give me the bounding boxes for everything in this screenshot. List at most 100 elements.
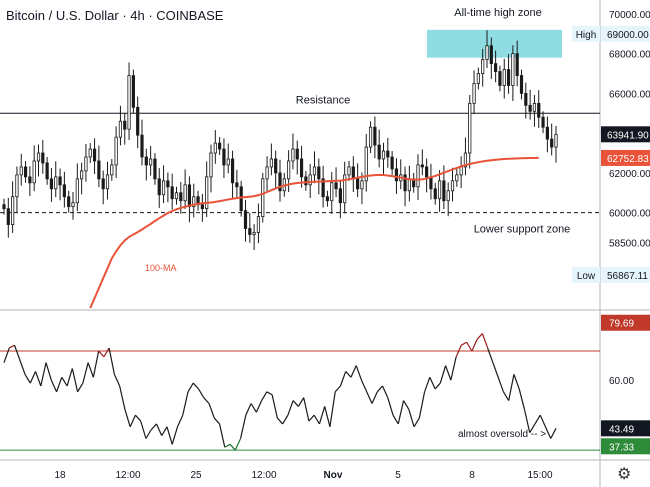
candle-body — [248, 228, 252, 235]
candle-body — [360, 180, 364, 190]
rsi-segment — [513, 374, 520, 390]
gear-icon[interactable]: ⚙ — [617, 466, 632, 483]
rsi-segment — [266, 391, 273, 396]
candle-body — [256, 216, 261, 233]
price-tick-label: 58500.00 — [609, 238, 650, 249]
candle-body — [308, 174, 312, 186]
rsi-segment — [481, 333, 489, 349]
candle-body — [205, 176, 209, 210]
candle-body — [58, 176, 62, 186]
rsi-segment — [234, 438, 242, 451]
candle-body — [274, 158, 278, 174]
rsi-segment — [339, 371, 347, 387]
candle-body — [299, 158, 304, 178]
badge-tag-text: Low — [577, 271, 596, 282]
rsi-segment — [492, 362, 499, 378]
candle-body — [101, 178, 105, 190]
price-badge-bg — [601, 149, 650, 166]
candle-body — [489, 45, 493, 65]
candle-body — [390, 156, 394, 170]
candle-body — [312, 166, 317, 176]
candle-body — [170, 186, 174, 200]
time-tick-label: 18 — [54, 470, 66, 481]
rsi-segment — [366, 391, 373, 404]
candle-body — [338, 188, 342, 204]
candle-body — [437, 180, 442, 200]
candle-body — [472, 83, 476, 104]
rsi-segment — [523, 409, 531, 433]
candle-body — [554, 133, 558, 148]
rsi-segment — [218, 423, 226, 448]
candle-body — [92, 148, 97, 162]
rsi-segment — [261, 391, 268, 401]
candle-body — [515, 53, 519, 76]
candle-body — [506, 69, 511, 86]
candle-body — [97, 160, 101, 180]
badge-tag-bg — [572, 25, 600, 42]
rsi-segment — [371, 391, 378, 404]
candle-body — [347, 166, 351, 176]
rsi-segment — [271, 394, 278, 419]
candle-body — [131, 75, 135, 108]
candle-body — [174, 192, 179, 200]
candle-body — [537, 102, 541, 118]
candle-body — [494, 63, 498, 72]
candle-body — [149, 158, 153, 166]
rsi-segment — [19, 359, 26, 375]
candle-body — [105, 174, 110, 190]
rsi-segment — [71, 368, 79, 392]
candle-body — [528, 104, 532, 112]
rsi-segment — [439, 365, 447, 384]
rsi-segment — [297, 397, 305, 407]
candle-body — [524, 93, 528, 106]
candle-body — [442, 180, 446, 202]
candle-body — [183, 184, 187, 202]
rsi-segment — [497, 377, 504, 393]
rsi-segment — [203, 397, 210, 404]
candle-body — [265, 166, 269, 180]
candle-body — [222, 148, 226, 166]
candle-body — [200, 204, 204, 210]
rsi-segment — [161, 426, 168, 436]
rsi-segment — [187, 382, 194, 393]
candle-body — [19, 166, 23, 176]
candle-body — [498, 71, 502, 86]
symbol-name: Bitcoin / U.S. Dollar — [6, 8, 119, 23]
rsi-segment — [8, 344, 15, 349]
rsi-badge-text: 79.69 — [609, 319, 634, 330]
candle-body — [2, 204, 6, 210]
candle-body — [239, 186, 243, 212]
rsi-segment — [534, 414, 541, 425]
candle-body — [446, 190, 450, 202]
rsi-segment — [29, 371, 37, 384]
ma-100-line — [89, 156, 539, 309]
candle-body — [11, 196, 15, 225]
rsi-segment — [487, 347, 494, 363]
rsi-segment — [192, 382, 199, 390]
rsi-segment — [176, 414, 184, 428]
price-badge-bg — [601, 126, 650, 143]
rsi-segment — [461, 341, 467, 346]
candle-body — [377, 144, 381, 160]
candle-body — [278, 172, 282, 192]
candle-body — [420, 164, 424, 168]
candle-body — [136, 106, 140, 136]
candle-body — [235, 182, 239, 188]
candle-body — [75, 178, 79, 204]
rsi-badge-text: 43.49 — [609, 424, 634, 435]
rsi-segment — [34, 371, 42, 387]
rsi-tick-label: 60.00 — [609, 376, 634, 387]
rsi-segment — [381, 385, 389, 398]
candle-body — [153, 158, 157, 180]
rsi-badge-bg — [601, 420, 650, 437]
candle-body — [187, 184, 192, 208]
candle-body — [127, 75, 131, 130]
rsi-segment — [308, 414, 315, 422]
candle-body — [351, 166, 355, 180]
rsi-segment — [66, 368, 73, 387]
candle-body — [23, 166, 28, 178]
time-tick-label: Nov — [324, 470, 343, 481]
candle-body — [144, 156, 148, 166]
rsi-segment — [229, 443, 236, 451]
